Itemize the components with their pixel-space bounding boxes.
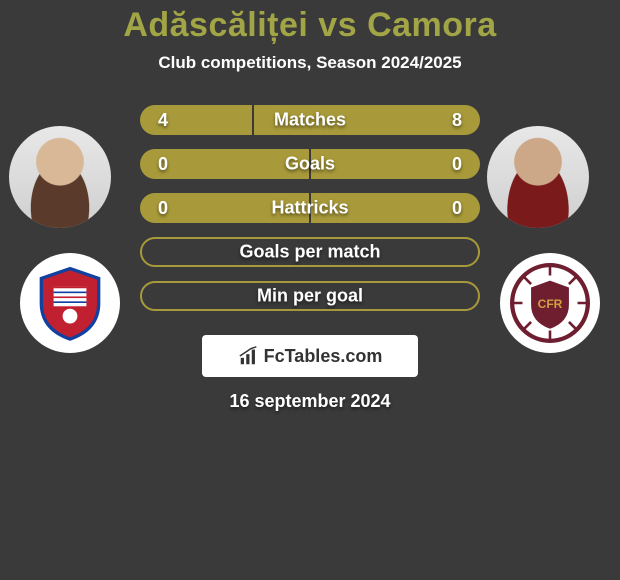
watermark-badge: FcTables.com: [202, 335, 418, 377]
stat-row: 4 8 Matches: [140, 105, 480, 135]
stat-bar: 0 0 Hattricks: [140, 193, 480, 223]
shield-icon: CFR: [507, 260, 593, 346]
stat-value-right: 0: [452, 198, 462, 219]
chart-icon: [238, 345, 260, 367]
svg-text:CFR: CFR: [538, 297, 563, 311]
stat-value-right: 8: [452, 110, 462, 131]
comparison-subtitle: Club competitions, Season 2024/2025: [158, 53, 461, 73]
avatar: [9, 126, 111, 228]
stat-value-left: 4: [158, 110, 168, 131]
player-photo-left: [9, 126, 111, 228]
stats-container: 4 8 Matches 0 0 Goals 0 0 Hattricks Goals per mat…: [140, 105, 480, 325]
stat-value-left: 0: [158, 154, 168, 175]
stat-bar-right: 0: [311, 149, 480, 179]
stat-value-right: 0: [452, 154, 462, 175]
date-text: 16 september 2024: [229, 391, 390, 412]
stat-bar: 4 8 Matches: [140, 105, 480, 135]
club-logo-right: CFR: [500, 253, 600, 353]
comparison-title: Adăscăliței vs Camora: [123, 6, 496, 45]
stat-bar-left: 4: [140, 105, 252, 135]
stat-row: 0 0 Hattricks: [140, 193, 480, 223]
stat-value-left: 0: [158, 198, 168, 219]
stat-row: Min per goal: [140, 281, 480, 311]
stat-label: Min per goal: [257, 286, 363, 307]
stat-row: Goals per match: [140, 237, 480, 267]
watermark-text: FcTables.com: [264, 346, 383, 367]
player-photo-right: [487, 126, 589, 228]
shield-icon: [29, 262, 111, 344]
stat-label: Hattricks: [271, 198, 348, 219]
stat-bar-outline: Goals per match: [140, 237, 480, 267]
stat-bar-outline: Min per goal: [140, 281, 480, 311]
avatar: [487, 126, 589, 228]
club-logo-left: [20, 253, 120, 353]
stat-label: Goals per match: [239, 242, 380, 263]
stat-bar-left: 0: [140, 149, 309, 179]
stat-row: 0 0 Goals: [140, 149, 480, 179]
stat-bar: 0 0 Goals: [140, 149, 480, 179]
stat-label: Goals: [285, 154, 335, 175]
stat-label: Matches: [274, 110, 346, 131]
